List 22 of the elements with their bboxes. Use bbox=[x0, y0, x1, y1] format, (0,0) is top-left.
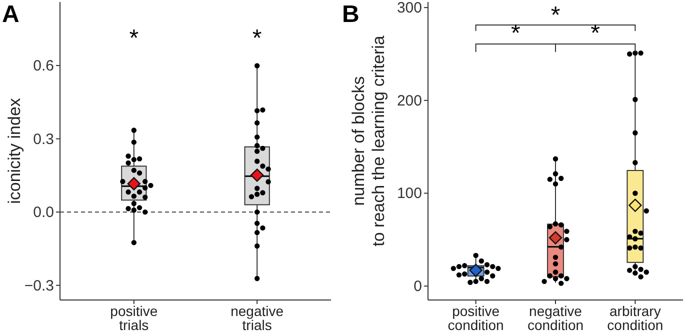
y-axis-title: iconicity index bbox=[5, 98, 24, 204]
chart-title: A bbox=[2, 1, 20, 28]
annotation: * bbox=[590, 20, 600, 47]
annotation: * bbox=[550, 2, 560, 29]
x-tick-label: negative trials bbox=[230, 303, 284, 332]
x-tick-label: positive trials bbox=[110, 303, 158, 332]
y-tick-label: 0.0 bbox=[33, 204, 54, 222]
x-tick-label: positive condition bbox=[448, 303, 504, 332]
y-tick-label: −0.3 bbox=[24, 277, 54, 294]
chart-title: B bbox=[342, 1, 360, 28]
annotation: * bbox=[510, 20, 520, 47]
y-tick-label: 100 bbox=[396, 185, 422, 202]
x-tick-label: arbitrary condition bbox=[607, 303, 664, 332]
y-tick-label: 0 bbox=[414, 278, 422, 296]
annotation: * bbox=[129, 25, 139, 52]
annotation: * bbox=[252, 25, 262, 52]
y-tick-label: 0.6 bbox=[33, 58, 54, 75]
y-tick-label: 200 bbox=[396, 92, 422, 110]
y-axis-title: number of blocks to reach the learning criteria bbox=[349, 35, 388, 246]
x-tick-label: negative condition bbox=[527, 303, 584, 332]
y-tick-label: 0.3 bbox=[33, 130, 54, 148]
y-tick-label: 300 bbox=[396, 0, 422, 17]
